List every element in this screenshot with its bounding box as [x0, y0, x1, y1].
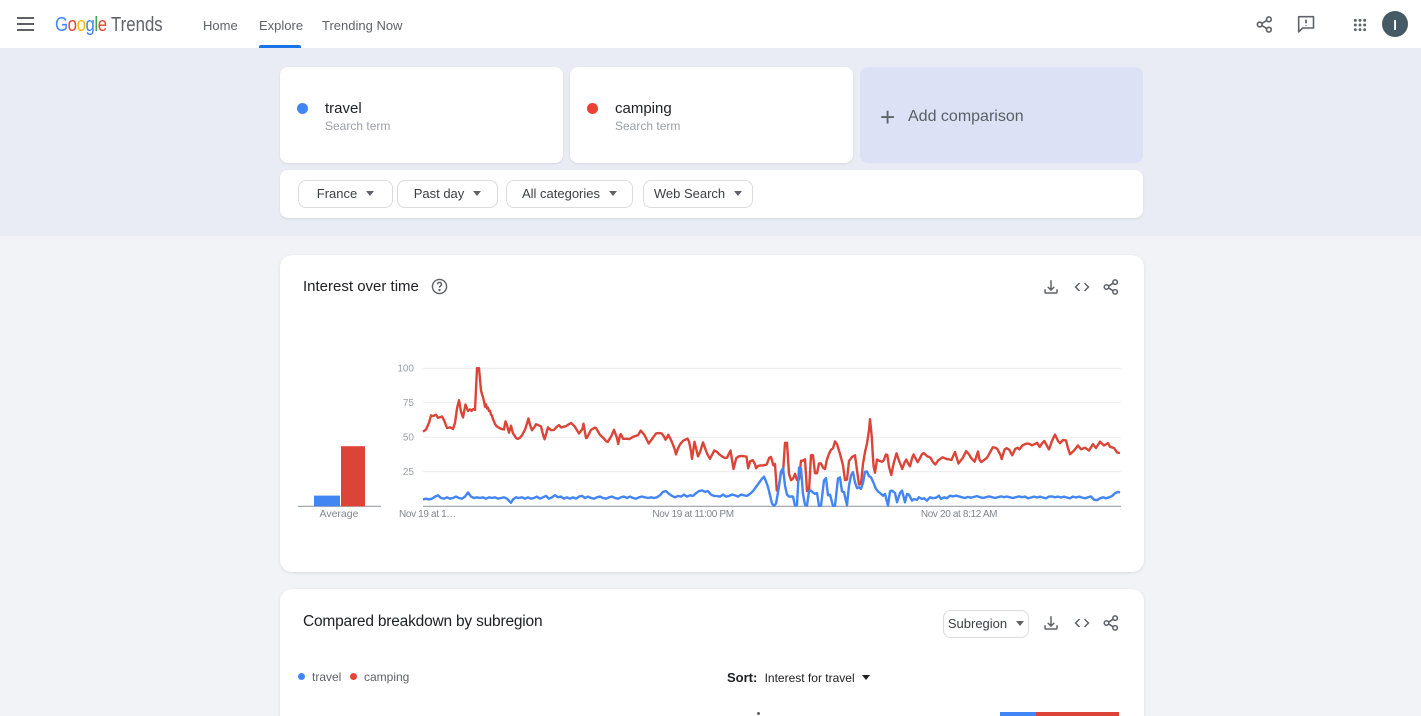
svg-text:100: 100: [397, 364, 414, 375]
svg-text:Average: Average: [320, 508, 359, 520]
svg-text:75: 75: [403, 398, 415, 409]
svg-text:50: 50: [403, 433, 415, 444]
svg-text:Nov 19 at 1…: Nov 19 at 1…: [399, 509, 456, 520]
svg-text:Nov 19 at 11:00 PM: Nov 19 at 11:00 PM: [652, 509, 733, 520]
svg-text:Nov 20 at 8:12 AM: Nov 20 at 8:12 AM: [921, 509, 997, 520]
svg-text:25: 25: [403, 467, 415, 478]
